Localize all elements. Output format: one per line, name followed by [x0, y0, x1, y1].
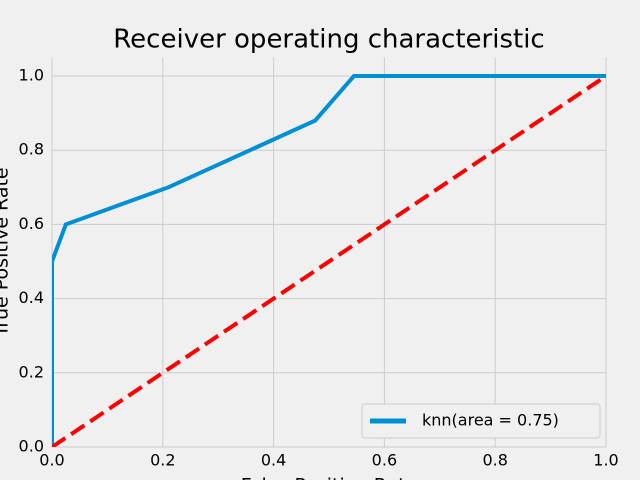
line-series	[52, 74, 606, 447]
legend-box	[361, 403, 601, 439]
x-axis-label: False Positive Rate	[241, 475, 418, 480]
x-tick-label: 0.2	[150, 451, 175, 470]
x-tick-label: 0.4	[261, 451, 286, 470]
chart-title: Receiver operating characteristic	[113, 25, 544, 55]
y-tick-label: 1.0	[19, 66, 44, 85]
y-tick-label: 0.0	[19, 437, 44, 456]
y-tick-label: 0.2	[19, 362, 44, 381]
y-tick-label: 0.8	[19, 140, 44, 159]
y-tick-label: 0.4	[19, 288, 44, 307]
y-tick-label: 0.6	[19, 214, 44, 233]
x-tick-label: 0.0	[39, 451, 64, 470]
x-tick-label: 0.6	[372, 451, 397, 470]
legend-label: knn(area = 0.75)	[422, 411, 559, 430]
x-tick-label: 1.0	[593, 451, 618, 470]
line-series	[52, 74, 606, 447]
x-tick-label: 0.8	[482, 451, 507, 470]
y-axis-label: True Positive Rate	[0, 167, 13, 337]
